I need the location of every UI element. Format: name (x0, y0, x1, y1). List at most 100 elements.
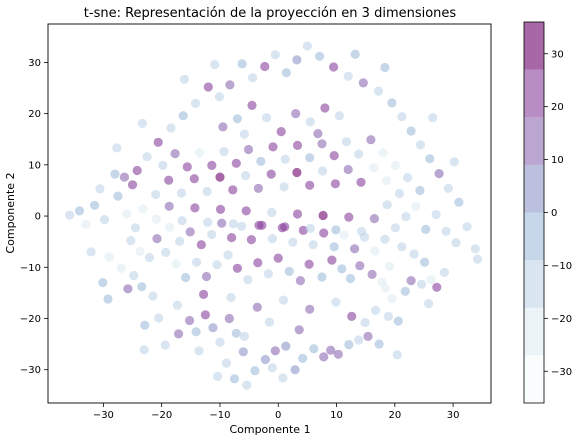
data-point (253, 183, 263, 193)
data-point (308, 240, 318, 250)
data-point (215, 204, 226, 214)
data-point (305, 304, 315, 314)
data-point (185, 315, 195, 326)
data-point (260, 354, 270, 365)
data-point (305, 153, 315, 163)
data-point (363, 331, 373, 341)
data-point (292, 167, 302, 178)
data-point (449, 157, 459, 167)
y-tick-label: 30 (28, 58, 41, 69)
data-point (214, 92, 224, 102)
colorbar-ticks: −30 −20 −10 0 10 20 30 (544, 49, 572, 378)
data-point (142, 152, 152, 162)
colorbar-tick-label: 20 (551, 102, 564, 113)
data-point (357, 226, 367, 236)
data-point (318, 210, 328, 221)
x-tick-label: −20 (151, 410, 172, 421)
data-point (344, 340, 354, 350)
data-point (239, 331, 249, 341)
data-point (428, 113, 438, 123)
data-point (298, 225, 308, 235)
data-point (191, 327, 201, 337)
data-point (278, 295, 289, 305)
colorbar-segment (524, 212, 544, 261)
data-point (291, 109, 301, 119)
data-point (443, 183, 453, 193)
data-point (174, 329, 184, 339)
colorbar-tick-label: −30 (551, 367, 572, 378)
x-tick-label: 30 (447, 410, 460, 421)
data-point (171, 259, 181, 269)
data-point (309, 344, 319, 354)
data-point (366, 135, 376, 145)
data-point (166, 123, 176, 133)
colorbar-segment (524, 260, 544, 308)
data-point (248, 73, 258, 83)
data-point (390, 223, 400, 233)
data-point (223, 250, 233, 260)
data-point (262, 113, 272, 123)
data-point (140, 320, 150, 330)
data-point (424, 299, 434, 309)
data-point (221, 358, 231, 368)
x-tick-label: −30 (93, 410, 114, 421)
data-point (400, 286, 410, 296)
data-point (355, 261, 365, 271)
data-point (302, 41, 312, 51)
data-point (350, 244, 360, 254)
data-point (295, 276, 305, 286)
data-point (273, 253, 283, 263)
data-point (153, 137, 163, 147)
data-point (270, 346, 280, 356)
data-point (387, 293, 397, 304)
data-point (252, 302, 262, 312)
data-point (385, 261, 395, 271)
data-point (305, 223, 315, 233)
x-tick-label: 20 (388, 410, 401, 421)
data-point (279, 182, 289, 192)
data-point (284, 266, 294, 276)
data-point (179, 74, 189, 84)
data-point (203, 82, 213, 92)
data-point (406, 276, 416, 286)
data-point (250, 366, 260, 376)
data-point (420, 257, 430, 267)
data-point (374, 339, 384, 349)
data-point (451, 238, 461, 248)
data-point (132, 165, 142, 176)
data-point (254, 220, 264, 230)
data-point (228, 219, 238, 229)
data-point (236, 221, 247, 231)
data-point (232, 114, 242, 124)
data-point (203, 217, 213, 227)
data-point (246, 235, 256, 245)
data-point (329, 242, 339, 252)
data-point (164, 201, 174, 211)
data-point (65, 210, 75, 220)
data-point (280, 154, 290, 164)
data-point (329, 62, 339, 72)
data-point (241, 171, 251, 181)
colorbar-segment (524, 69, 544, 118)
data-point (371, 305, 381, 315)
data-point (243, 275, 253, 285)
data-point (290, 365, 300, 375)
data-point (378, 148, 388, 158)
data-point (339, 230, 349, 240)
data-point (380, 62, 390, 73)
data-point (317, 272, 327, 282)
data-point (292, 55, 302, 65)
data-point (208, 323, 218, 333)
y-tick-label: −30 (20, 365, 41, 376)
data-point (292, 140, 303, 150)
data-point (215, 172, 225, 182)
data-point (170, 149, 180, 159)
data-point (148, 291, 158, 301)
data-point (370, 246, 380, 256)
data-point (238, 347, 248, 357)
data-point (270, 50, 280, 60)
data-point (207, 160, 217, 170)
data-point (380, 234, 390, 244)
data-point (434, 169, 444, 179)
